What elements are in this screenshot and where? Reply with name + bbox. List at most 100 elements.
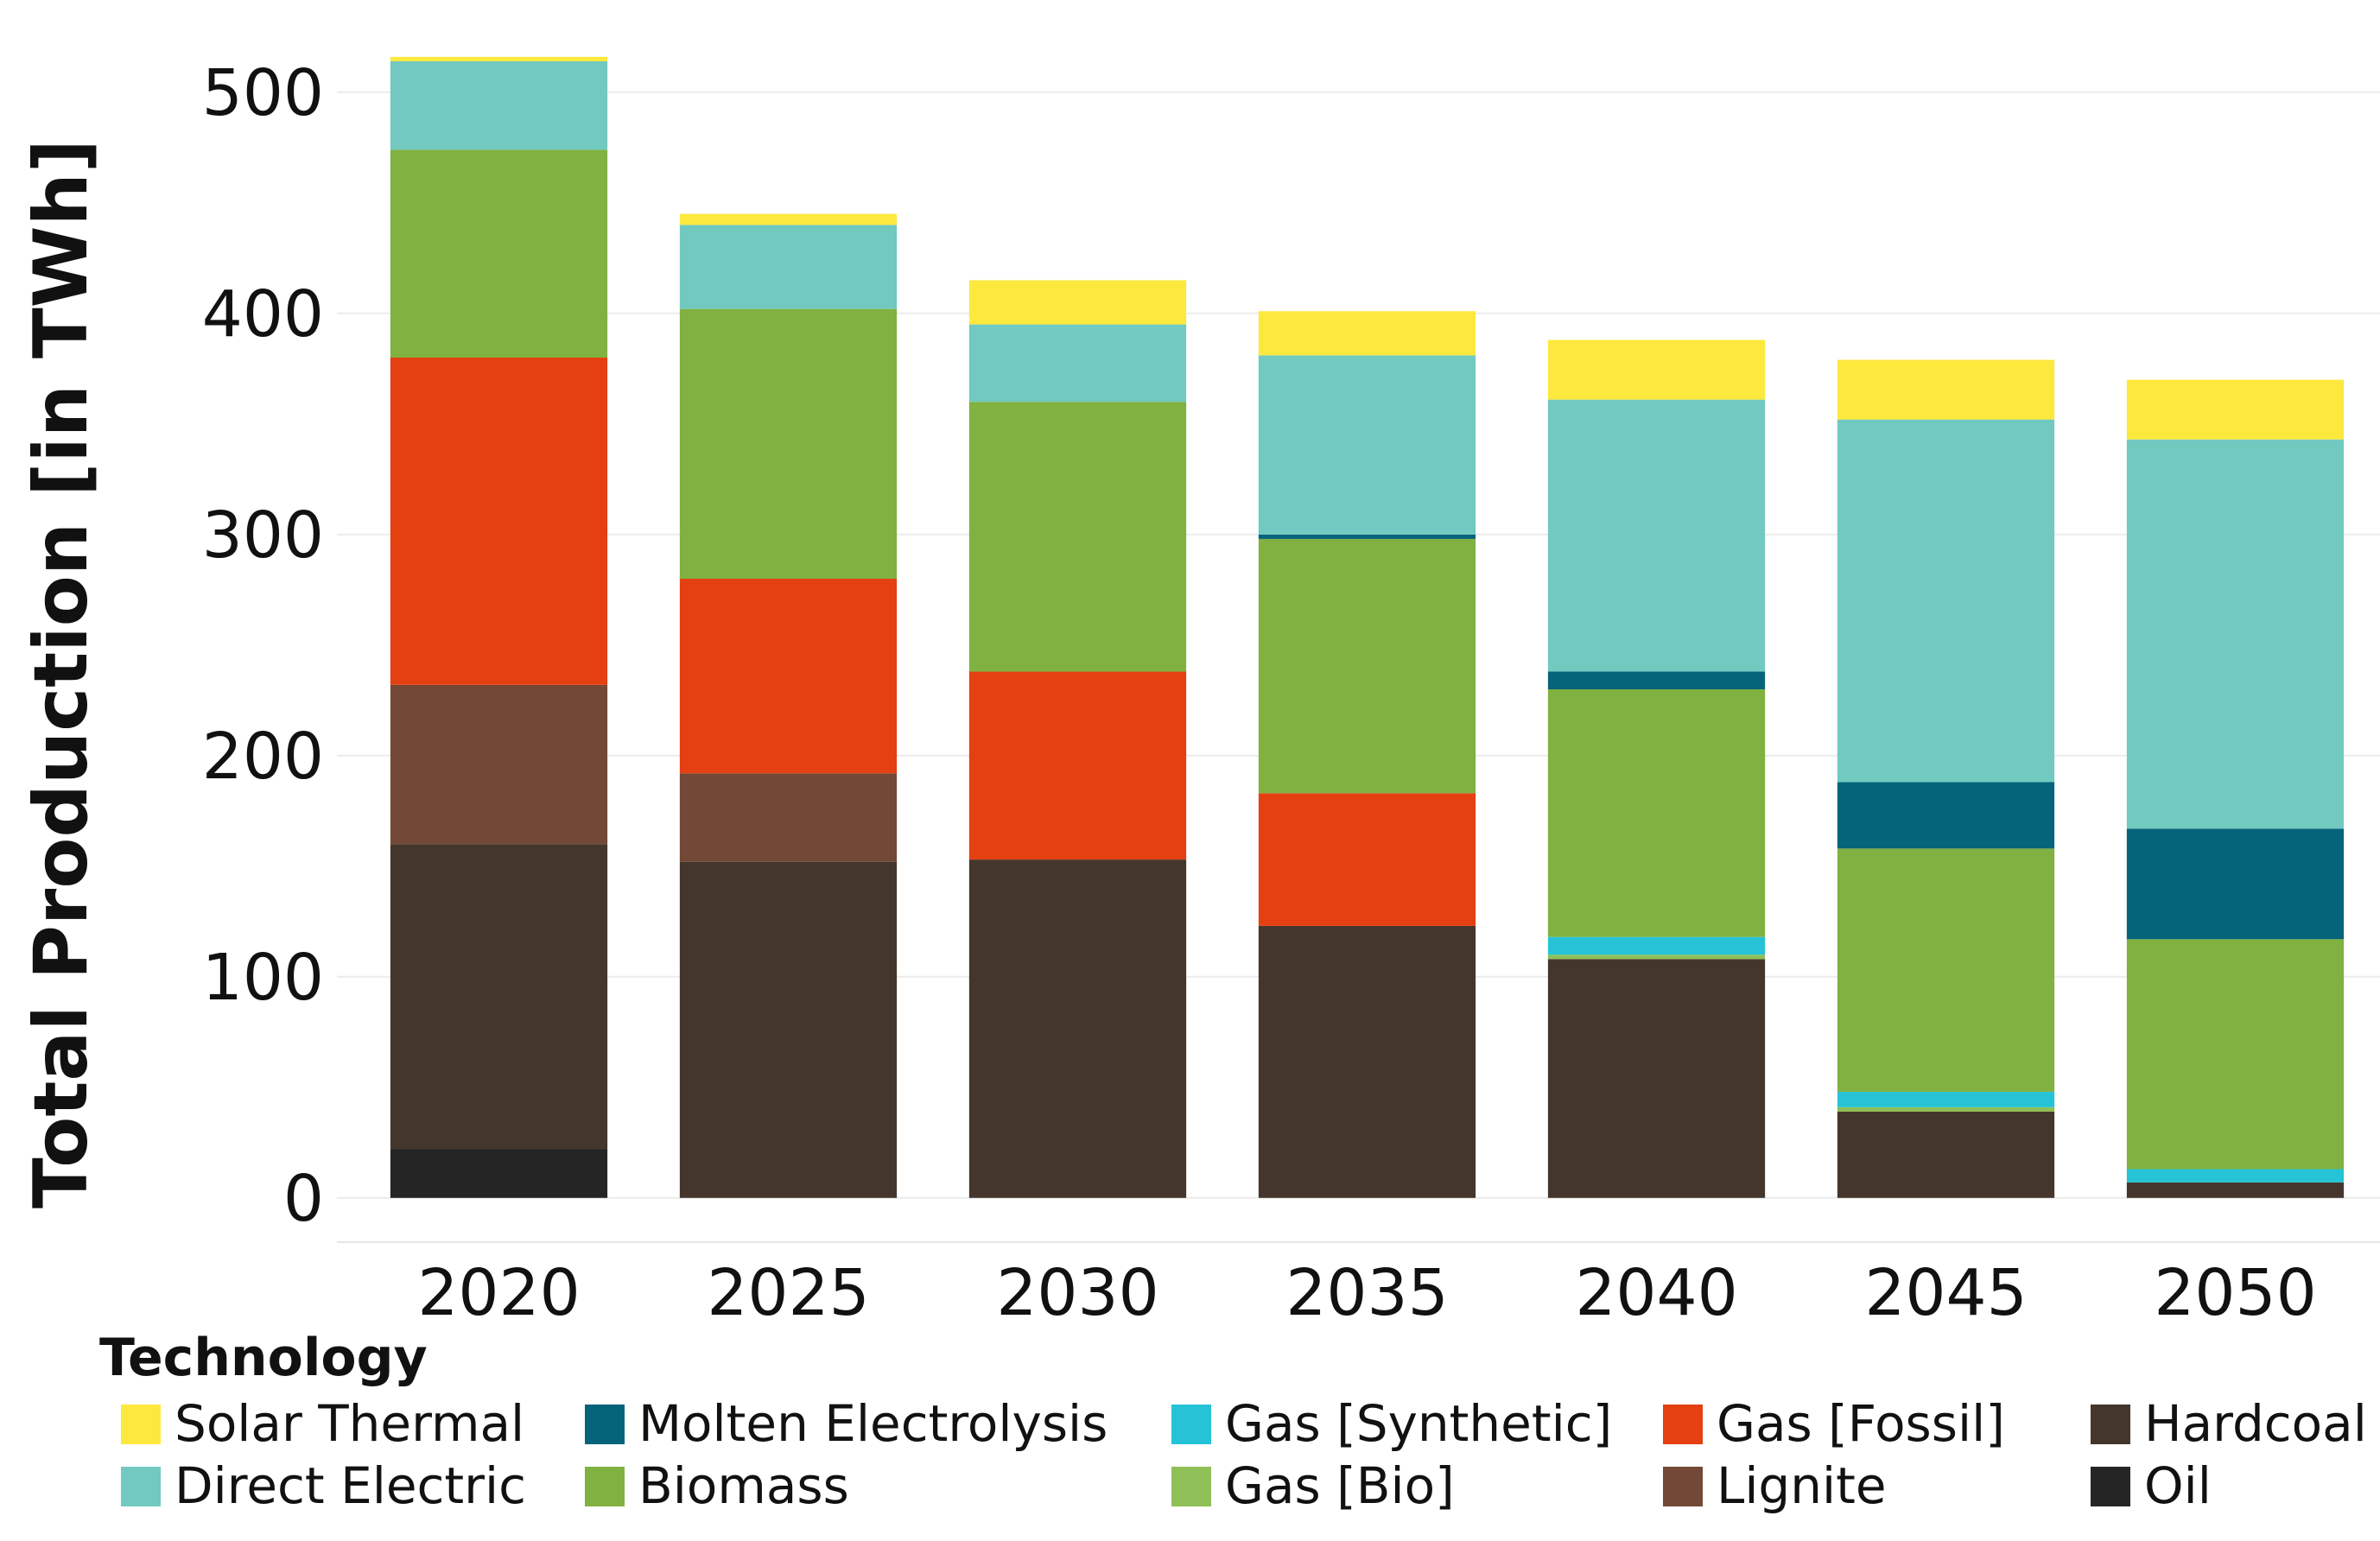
legend-label-gas-fossil: Gas [Fossil] bbox=[1717, 1394, 2005, 1453]
legend-label-gas-synthetic: Gas [Synthetic] bbox=[1225, 1394, 1612, 1453]
legend-swatch-gas-synthetic bbox=[1171, 1405, 1211, 1444]
legend-item-oil: Oil bbox=[2091, 1456, 2212, 1515]
bar-2020-gas-fossil bbox=[390, 358, 608, 685]
legend-item-hardcoal: Hardcoal bbox=[2091, 1394, 2367, 1453]
bar-2045-direct-electric bbox=[1837, 419, 2055, 783]
bar-2030-gas-fossil bbox=[968, 671, 1187, 860]
bar-2045-gas-synthetic bbox=[1837, 1091, 2055, 1107]
bar-2020-oil bbox=[390, 1149, 608, 1198]
legend-swatch-hardcoal bbox=[2091, 1405, 2130, 1444]
legend-item-gas-fossil: Gas [Fossil] bbox=[1663, 1394, 2005, 1453]
legend-swatch-molten-electrolysis bbox=[585, 1405, 625, 1444]
bar-2025-direct-electric bbox=[679, 225, 898, 309]
x-tick-label-2020: 2020 bbox=[417, 1256, 580, 1330]
legend-swatch-lignite bbox=[1663, 1467, 1703, 1506]
legend-item-gas-bio: Gas [Bio] bbox=[1171, 1456, 1455, 1515]
legend-label-molten-electrolysis: Molten Electrolysis bbox=[638, 1394, 1107, 1453]
bar-2045-biomass bbox=[1837, 848, 2055, 1092]
bar-2025-solar-thermal bbox=[679, 213, 898, 225]
bar-2020-biomass bbox=[390, 149, 608, 358]
bar-2020-direct-electric bbox=[390, 60, 608, 150]
bar-2025-biomass bbox=[679, 308, 898, 579]
x-tick-label-2045: 2045 bbox=[1864, 1256, 2027, 1330]
x-tick-label-2040: 2040 bbox=[1575, 1256, 1737, 1330]
x-tick-label-2025: 2025 bbox=[707, 1256, 869, 1330]
bar-2040-gas-synthetic bbox=[1547, 936, 1766, 955]
bar-2040-solar-thermal bbox=[1547, 339, 1766, 400]
bar-stack-2020 bbox=[390, 56, 608, 1198]
legend-item-molten-electrolysis: Molten Electrolysis bbox=[585, 1394, 1107, 1453]
x-tick-label-2035: 2035 bbox=[1285, 1256, 1448, 1330]
legend-label-gas-bio: Gas [Bio] bbox=[1225, 1456, 1455, 1515]
bar-2025-lignite bbox=[679, 773, 898, 862]
legend-item-gas-synthetic: Gas [Synthetic] bbox=[1171, 1394, 1612, 1453]
y-tick-label-200: 200 bbox=[202, 720, 324, 794]
x-tick-label-2030: 2030 bbox=[996, 1256, 1158, 1330]
bar-2020-solar-thermal bbox=[390, 56, 608, 61]
bar-2020-hardcoal bbox=[390, 844, 608, 1150]
bar-stack-2025 bbox=[679, 213, 898, 1198]
legend-swatch-solar-thermal bbox=[121, 1405, 161, 1444]
legend-swatch-oil bbox=[2091, 1467, 2130, 1506]
legend-label-lignite: Lignite bbox=[1717, 1456, 1887, 1515]
bar-2050-direct-electric bbox=[2126, 439, 2345, 829]
bar-2035-hardcoal bbox=[1258, 925, 1476, 1198]
legend-label-hardcoal: Hardcoal bbox=[2144, 1394, 2367, 1453]
bar-2050-solar-thermal bbox=[2126, 379, 2345, 440]
bar-stack-2030 bbox=[968, 280, 1187, 1198]
bar-stack-2040 bbox=[1547, 339, 1766, 1198]
legend-item-biomass: Biomass bbox=[585, 1456, 849, 1515]
y-tick-label-400: 400 bbox=[202, 277, 324, 352]
bar-2050-biomass bbox=[2126, 939, 2345, 1170]
bar-2020-lignite bbox=[390, 684, 608, 845]
bar-2045-hardcoal bbox=[1837, 1111, 2055, 1198]
legend-label-solar-thermal: Solar Thermal bbox=[175, 1394, 524, 1453]
legend-label-oil: Oil bbox=[2144, 1456, 2212, 1515]
bar-2050-gas-synthetic bbox=[2126, 1169, 2345, 1183]
legend-swatch-gas-fossil bbox=[1663, 1405, 1703, 1444]
bar-2030-solar-thermal bbox=[968, 280, 1187, 325]
legend-item-solar-thermal: Solar Thermal bbox=[121, 1394, 524, 1453]
bar-2045-solar-thermal bbox=[1837, 359, 2055, 420]
bar-2030-direct-electric bbox=[968, 324, 1187, 403]
y-tick-label-500: 500 bbox=[202, 56, 324, 130]
legend-swatch-direct-electric bbox=[121, 1467, 161, 1506]
bar-2050-hardcoal bbox=[2126, 1182, 2345, 1198]
bar-2035-solar-thermal bbox=[1258, 311, 1476, 356]
bar-2040-direct-electric bbox=[1547, 399, 1766, 672]
bars bbox=[390, 56, 2345, 1198]
legend-swatch-biomass bbox=[585, 1467, 625, 1506]
y-tick-label-0: 0 bbox=[283, 1162, 324, 1236]
x-tick-label-2050: 2050 bbox=[2154, 1256, 2316, 1330]
bar-2040-biomass bbox=[1547, 689, 1766, 937]
bar-2025-hardcoal bbox=[679, 861, 898, 1198]
bar-stack-2035 bbox=[1258, 311, 1476, 1198]
bar-2030-biomass bbox=[968, 402, 1187, 672]
x-axis: 2020 2025 2030 2035 2040 2045 2050 bbox=[417, 1256, 2316, 1330]
bar-2030-hardcoal bbox=[968, 859, 1187, 1198]
bar-2025-gas-fossil bbox=[679, 579, 898, 774]
legend-label-direct-electric: Direct Electric bbox=[175, 1456, 526, 1515]
legend-swatch-gas-bio bbox=[1171, 1467, 1211, 1506]
y-tick-label-100: 100 bbox=[202, 941, 324, 1015]
y-axis-label: Total Production [in TWh] bbox=[18, 139, 105, 1208]
legend-item-lignite: Lignite bbox=[1663, 1456, 1887, 1515]
bar-2035-molten-electrolysis bbox=[1258, 534, 1476, 539]
bar-2035-gas-fossil bbox=[1258, 793, 1476, 926]
bar-stack-2045 bbox=[1837, 359, 2055, 1198]
bar-stack-2050 bbox=[2126, 379, 2345, 1198]
legend-label-biomass: Biomass bbox=[638, 1456, 849, 1515]
bar-2035-direct-electric bbox=[1258, 355, 1476, 535]
bar-2050-molten-electrolysis bbox=[2126, 828, 2345, 940]
bar-2045-gas-bio bbox=[1837, 1107, 2055, 1112]
bar-2040-hardcoal bbox=[1547, 959, 1766, 1198]
y-axis: 0 100 200 300 400 500 bbox=[202, 56, 324, 1236]
bar-2045-molten-electrolysis bbox=[1837, 782, 2055, 849]
y-tick-label-300: 300 bbox=[202, 498, 324, 573]
bar-2035-biomass bbox=[1258, 538, 1476, 794]
legend-title: Technology bbox=[99, 1328, 428, 1388]
bar-2040-molten-electrolysis bbox=[1547, 671, 1766, 689]
legend-item-direct-electric: Direct Electric bbox=[121, 1456, 526, 1515]
